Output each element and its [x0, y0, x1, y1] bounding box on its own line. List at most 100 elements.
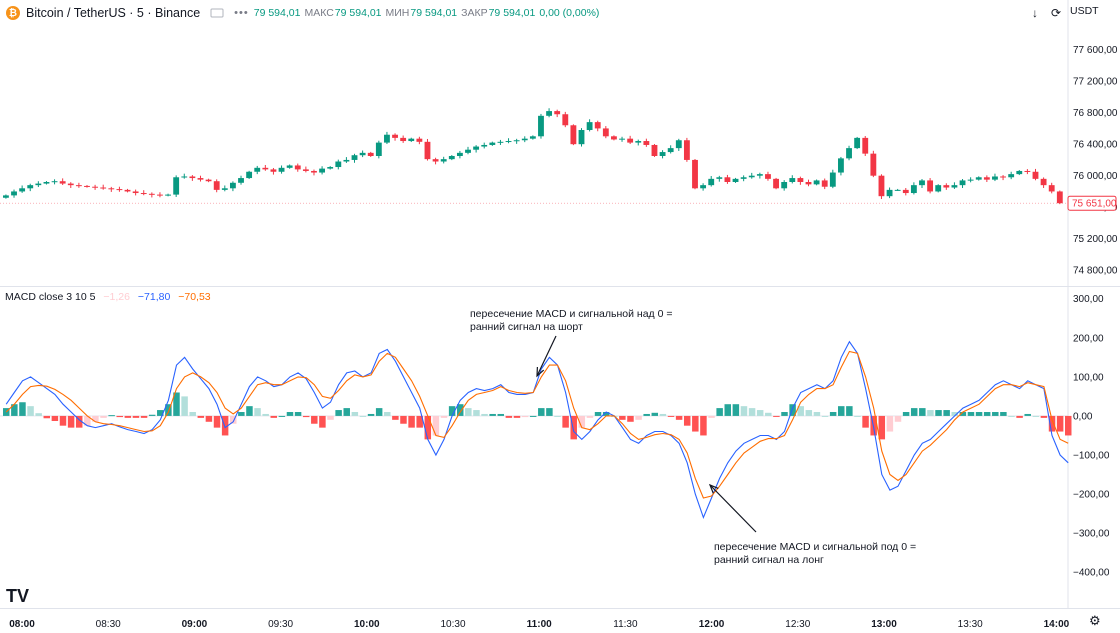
time-tick-label: 12:30 — [785, 619, 810, 630]
annotation-long-arrow-head — [708, 483, 719, 494]
macd-hist-bar — [286, 412, 294, 416]
macd-hist-bar — [456, 404, 464, 416]
candle-body — [92, 186, 99, 188]
macd-hist-bar — [821, 415, 829, 417]
macd-hist-bar — [846, 406, 853, 416]
macd-hist-bar — [270, 415, 278, 418]
macd-hist-bar — [375, 408, 383, 416]
tradingview-logo-icon[interactable]: TV — [6, 586, 30, 606]
price-tick-label: 76 800,00 — [1073, 108, 1118, 119]
candle-body — [635, 141, 642, 143]
macd-hist-bar — [400, 415, 407, 424]
candle-body — [829, 172, 836, 187]
macd-hist-bar — [43, 415, 51, 419]
macd-hist-bar — [424, 415, 432, 440]
candle-body — [886, 189, 893, 197]
candle-body — [643, 141, 650, 145]
candle-body — [1032, 171, 1039, 179]
candle-body — [894, 189, 901, 191]
macd-hist-bar — [416, 415, 423, 428]
candle-body — [100, 187, 107, 189]
macd-hist-bar — [189, 412, 196, 416]
macd-hist-bar — [716, 408, 723, 416]
open-value: 79 594,01 — [253, 7, 301, 19]
candle-body — [400, 137, 407, 142]
macd-hist-bar — [157, 410, 164, 416]
macd-hist-bar — [1008, 415, 1015, 417]
candle-body — [667, 148, 674, 153]
price-tick-label: 76 400,00 — [1073, 140, 1118, 151]
time-tick-label: 10:30 — [440, 619, 465, 630]
price-tick-label: 77 600,00 — [1073, 45, 1118, 56]
macd-hist-bar — [967, 412, 975, 416]
bitcoin-icon: ₿ — [6, 6, 20, 20]
macd-hist-bar — [675, 415, 683, 420]
candle-body — [959, 180, 966, 186]
price-tick-label: 76 000,00 — [1073, 171, 1118, 182]
macd-hist-bar — [262, 413, 269, 416]
macd-hist-bar — [497, 413, 505, 416]
macd-hist-bar — [586, 415, 594, 418]
low-label: МИН — [385, 7, 410, 19]
macd-hist-bar — [351, 412, 359, 416]
candle-body — [813, 180, 820, 185]
annotation-short-arrow-head — [536, 366, 545, 378]
macd-hist-bar — [659, 413, 667, 416]
macd-line-value: −71,80 — [137, 291, 171, 303]
macd-hist-bar — [521, 415, 529, 418]
candle-body — [148, 193, 155, 195]
macd-hist-bar — [278, 415, 286, 417]
macd-hist-bar — [181, 396, 188, 416]
candle-body — [270, 169, 277, 172]
macd-legend: MACD close 3 10 5 −1,26 −71,80 −70,53 — [5, 291, 216, 303]
macd-hist-bar — [667, 415, 675, 417]
candle-body — [35, 183, 42, 186]
high-label: МАКС — [304, 7, 334, 19]
more-icon[interactable]: ••• — [234, 7, 249, 19]
macd-hist-bar — [602, 412, 610, 416]
candle-body — [221, 188, 228, 190]
gear-icon[interactable]: ⚙ — [1089, 613, 1101, 628]
candle-body — [238, 178, 244, 183]
macd-hist-bar — [1048, 415, 1056, 432]
close-value: 79 594,01 — [488, 7, 536, 19]
macd-tick-label: 0,00 — [1073, 411, 1093, 422]
candle-body — [700, 185, 707, 189]
macd-hist-bar — [740, 406, 748, 416]
arrow-down-icon[interactable]: ↓ — [1032, 6, 1038, 20]
macd-hist-bar — [562, 415, 569, 428]
high-value: 79 594,01 — [334, 7, 382, 19]
candle-body — [513, 140, 520, 142]
currency-selector[interactable]: USDT — [1070, 5, 1099, 17]
macd-tick-label: −200,00 — [1073, 490, 1110, 501]
macd-legend-title[interactable]: MACD close 3 10 5 — [5, 291, 96, 303]
macd-hist-bar — [838, 406, 845, 416]
macd-hist-bar — [756, 410, 764, 416]
refresh-icon[interactable]: ⟳ — [1050, 6, 1062, 20]
candle-body — [1056, 191, 1063, 204]
macd-hist-bar — [35, 413, 42, 416]
macd-hist-bar — [165, 404, 172, 416]
macd-hist-bar — [51, 415, 59, 421]
time-tick-label: 08:00 — [9, 619, 35, 630]
macd-hist-bar — [140, 415, 148, 418]
macd-hist-bar — [700, 415, 707, 436]
macd-tick-label: 200,00 — [1073, 333, 1104, 344]
candle-body — [529, 136, 536, 139]
candle-body — [1000, 176, 1006, 178]
macd-hist-bar — [108, 415, 115, 417]
candle-body — [862, 137, 869, 154]
candle-body — [205, 179, 212, 182]
macd-hist-bar — [1040, 415, 1048, 418]
macd-hist-bar — [513, 415, 521, 418]
candle-body — [570, 125, 577, 145]
eye-icon[interactable] — [208, 6, 226, 20]
macd-signal-value: −70,53 — [178, 291, 211, 303]
symbol-title[interactable]: Bitcoin / TetherUS · 5 · Binance — [26, 6, 201, 20]
candle-body — [173, 177, 180, 195]
macd-hist-bar — [894, 415, 902, 422]
macd-hist-bar — [221, 415, 229, 436]
macd-hist-bar — [886, 415, 894, 432]
candle-body — [124, 189, 131, 192]
